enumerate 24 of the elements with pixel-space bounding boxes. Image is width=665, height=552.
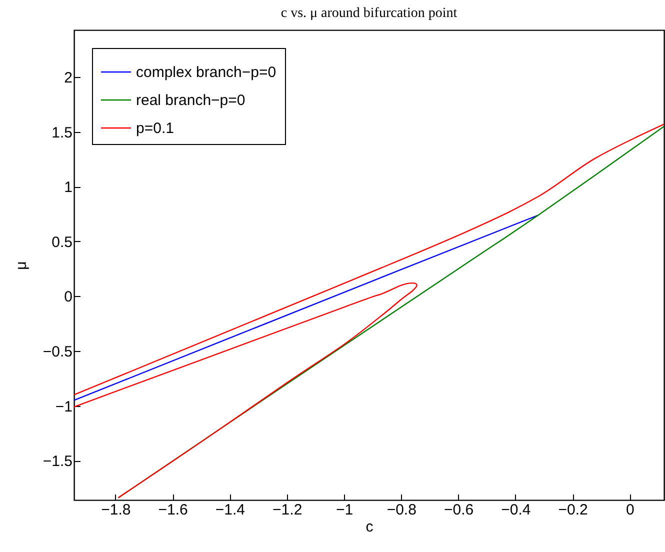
x-tick-label: −1.2	[272, 502, 302, 518]
y-tick-label: −1.5	[42, 453, 72, 470]
x-tick-label: −1.8	[101, 502, 131, 518]
x-axis-title: c	[366, 518, 374, 536]
y-tick-label: −1	[55, 398, 72, 416]
legend-label: complex branch−p=0	[136, 64, 276, 81]
x-tick-label: −1	[336, 502, 354, 518]
y-axis-title: μ	[12, 261, 30, 270]
x-tick-label: −0.4	[501, 502, 531, 518]
x-tick-label: 0	[626, 502, 634, 518]
x-tick-label: −1.6	[158, 502, 188, 518]
y-tick-label: −0.5	[42, 344, 72, 360]
legend-label: p=0.1	[136, 120, 174, 137]
x-tick-label: −0.6	[444, 502, 474, 518]
x-tick-label: −1.4	[215, 502, 246, 518]
chart-title: c vs. μ around bifurcation point	[280, 6, 458, 21]
y-tick-label: 1.5	[52, 124, 72, 142]
x-tick-label: −0.8	[386, 502, 416, 518]
y-tick-label: 2	[64, 70, 72, 87]
y-tick-label: 0.5	[52, 234, 72, 251]
legend-label: real branch−p=0	[136, 92, 246, 109]
y-tick-label: 0	[64, 288, 72, 306]
x-tick-label: −0.2	[558, 502, 588, 518]
y-tick-label: 1	[64, 179, 72, 196]
